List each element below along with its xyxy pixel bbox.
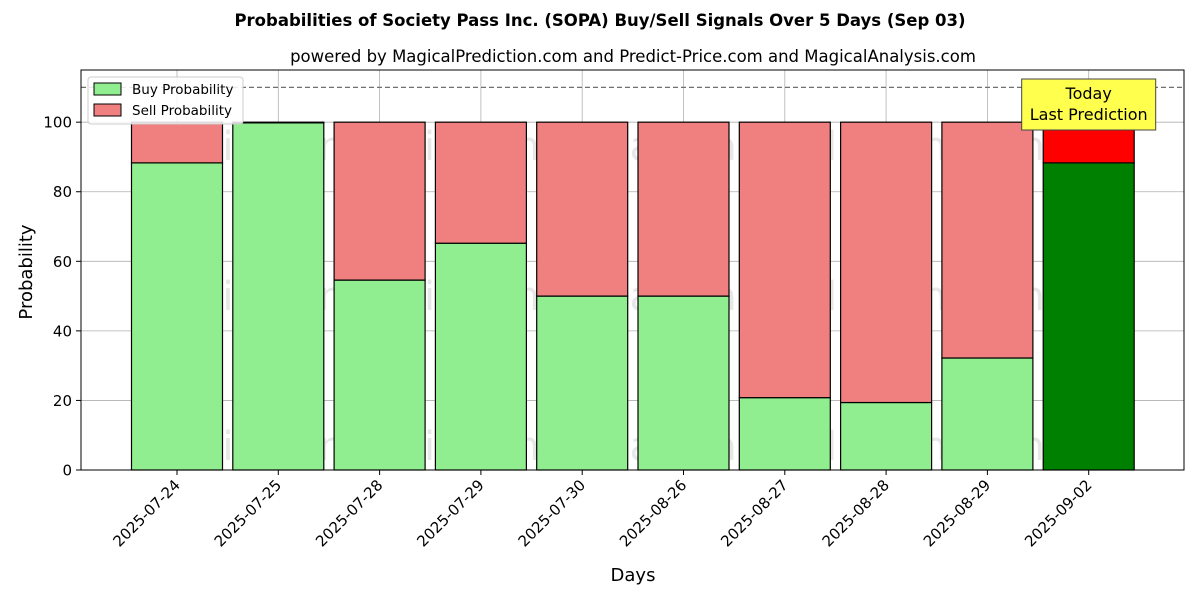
legend-box xyxy=(87,76,244,125)
legend-swatch xyxy=(93,103,122,117)
sell-bar xyxy=(637,121,730,297)
plot-frame xyxy=(80,69,1185,471)
sell-bar xyxy=(738,121,831,399)
buy-bar xyxy=(941,357,1034,471)
sell-bar xyxy=(434,121,527,244)
sell-bar xyxy=(839,121,933,404)
y-tick-label: 0 xyxy=(62,462,72,480)
sell-bar xyxy=(232,121,325,124)
y-axis-label: Probability xyxy=(16,224,37,319)
buy-bar xyxy=(232,122,325,471)
buy-bar xyxy=(333,279,426,471)
chart-subtitle: powered by MagicalPrediction.com and Pre… xyxy=(290,47,976,66)
legend: Buy Probability Sell Probability xyxy=(87,76,244,125)
buy-bar xyxy=(637,295,730,471)
y-tick-label: 80 xyxy=(53,183,72,201)
y-tick-label: 100 xyxy=(43,114,72,132)
annotation-line-2: Last Prediction xyxy=(1030,105,1148,124)
legend-swatch xyxy=(93,82,122,96)
annotation-box xyxy=(1021,78,1157,131)
today-annotation: Today Last Prediction xyxy=(1021,78,1157,131)
buy-bar xyxy=(130,162,224,471)
buy-bar xyxy=(839,401,933,471)
legend-label: Buy Probability xyxy=(132,82,233,98)
buy-bar xyxy=(434,242,527,471)
y-tick-label: 40 xyxy=(53,322,72,340)
y-tick-label: 60 xyxy=(53,253,72,271)
buy-bar xyxy=(536,295,629,471)
annotation-line-1: Today xyxy=(1065,84,1112,103)
chart-title: Probabilities of Society Pass Inc. (SOPA… xyxy=(234,11,965,30)
legend-label: Sell Probability xyxy=(132,103,232,119)
buy-bar xyxy=(1042,162,1135,471)
sell-bar xyxy=(941,121,1034,359)
sell-bar xyxy=(333,121,426,281)
bars-layer xyxy=(130,121,1135,471)
sell-bar xyxy=(130,121,224,164)
x-axis-label: Days xyxy=(611,565,656,586)
y-tick-label: 20 xyxy=(53,392,72,410)
buy-bar xyxy=(738,397,831,471)
sell-bar xyxy=(536,121,629,297)
